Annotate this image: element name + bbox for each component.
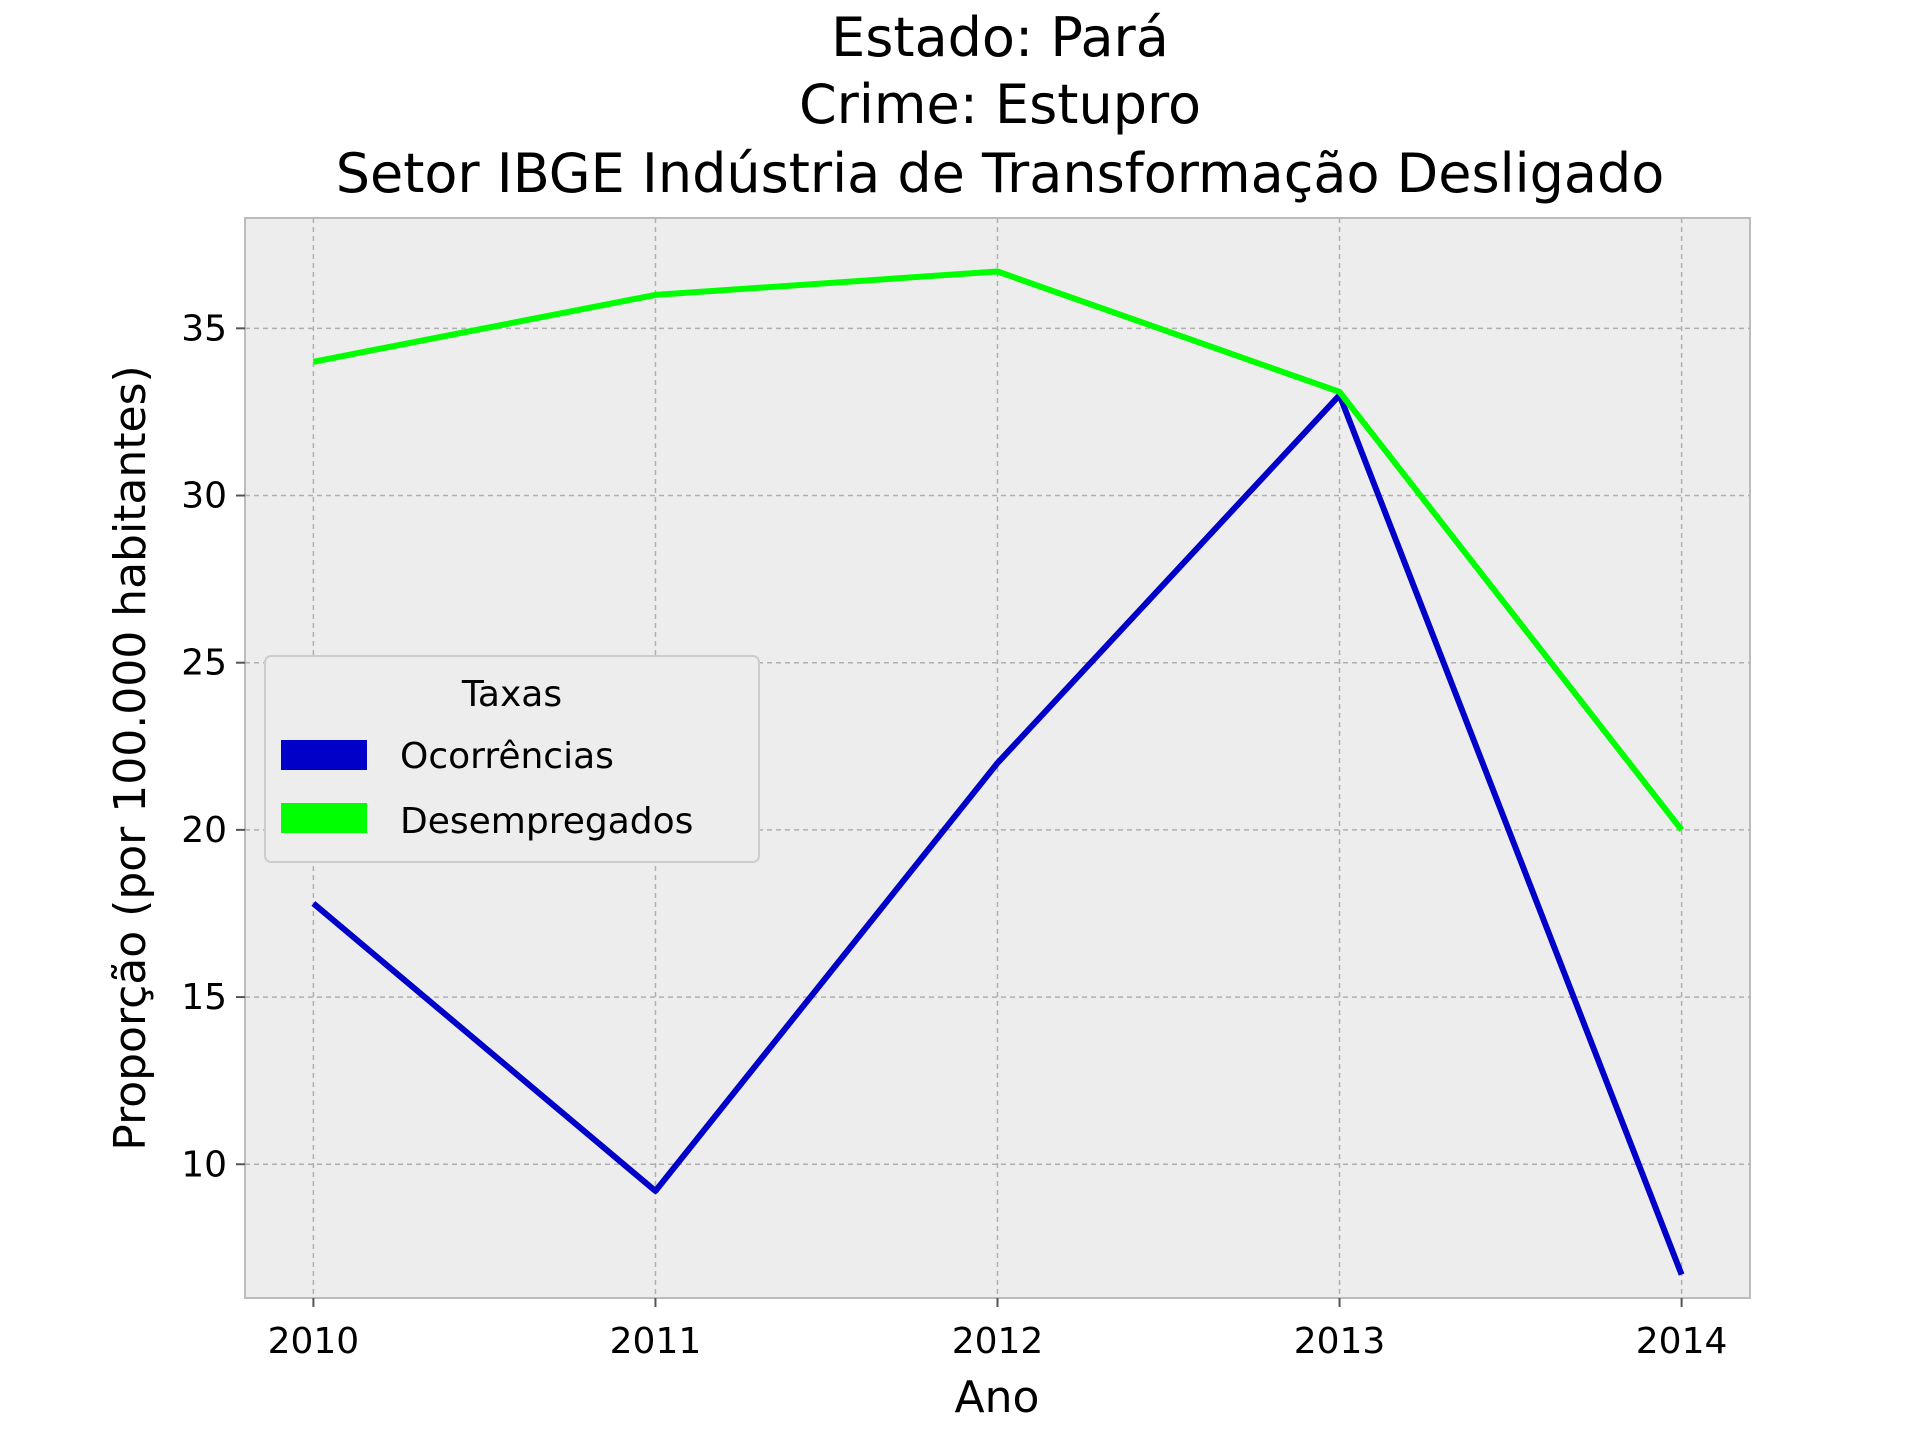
x-tick-label: 2010 <box>268 1321 360 1362</box>
y-tick-label: 15 <box>181 977 227 1018</box>
series-lines <box>311 268 1685 1276</box>
x-axis-label: Ano <box>955 1372 1040 1423</box>
y-tick-label: 10 <box>181 1144 227 1185</box>
y-axis-ticks: 10 15 20 25 30 35 <box>181 308 245 1185</box>
x-tick-label: 2013 <box>1294 1321 1386 1362</box>
y-tick-label: 35 <box>181 308 227 349</box>
legend-frame <box>264 655 760 863</box>
x-tick-label: 2012 <box>952 1321 1044 1362</box>
legend-label-ocorrencias: Ocorrências <box>400 736 614 777</box>
title-line-3: Setor IBGE Indústria de Transformação De… <box>336 142 1665 205</box>
legend-title: Taxas <box>461 674 562 715</box>
y-tick-label: 25 <box>181 643 227 684</box>
title-line-1: Estado: Pará <box>831 6 1169 69</box>
legend-swatch-ocorrencias <box>281 740 367 770</box>
legend-swatch-desempregados <box>281 803 367 833</box>
legend: Taxas Ocorrências Desempregados <box>264 655 760 863</box>
grid-lines <box>245 218 1750 1298</box>
chart-title: Estado: Pará Crime: Estupro Setor IBGE I… <box>336 6 1665 205</box>
y-tick-label: 30 <box>181 476 227 517</box>
y-axis-label: Proporção (por 100.000 habitantes) <box>105 365 156 1150</box>
title-line-2: Crime: Estupro <box>799 73 1201 136</box>
x-tick-label: 2011 <box>610 1321 702 1362</box>
series-line-desempregados <box>312 268 1684 832</box>
x-tick-label: 2014 <box>1636 1321 1728 1362</box>
y-tick-label: 20 <box>181 810 227 851</box>
x-axis-ticks: 2010 2011 2012 2013 2014 <box>268 1298 1728 1362</box>
legend-label-desempregados: Desempregados <box>400 801 693 842</box>
series-line-ocorrencias <box>311 392 1685 1276</box>
